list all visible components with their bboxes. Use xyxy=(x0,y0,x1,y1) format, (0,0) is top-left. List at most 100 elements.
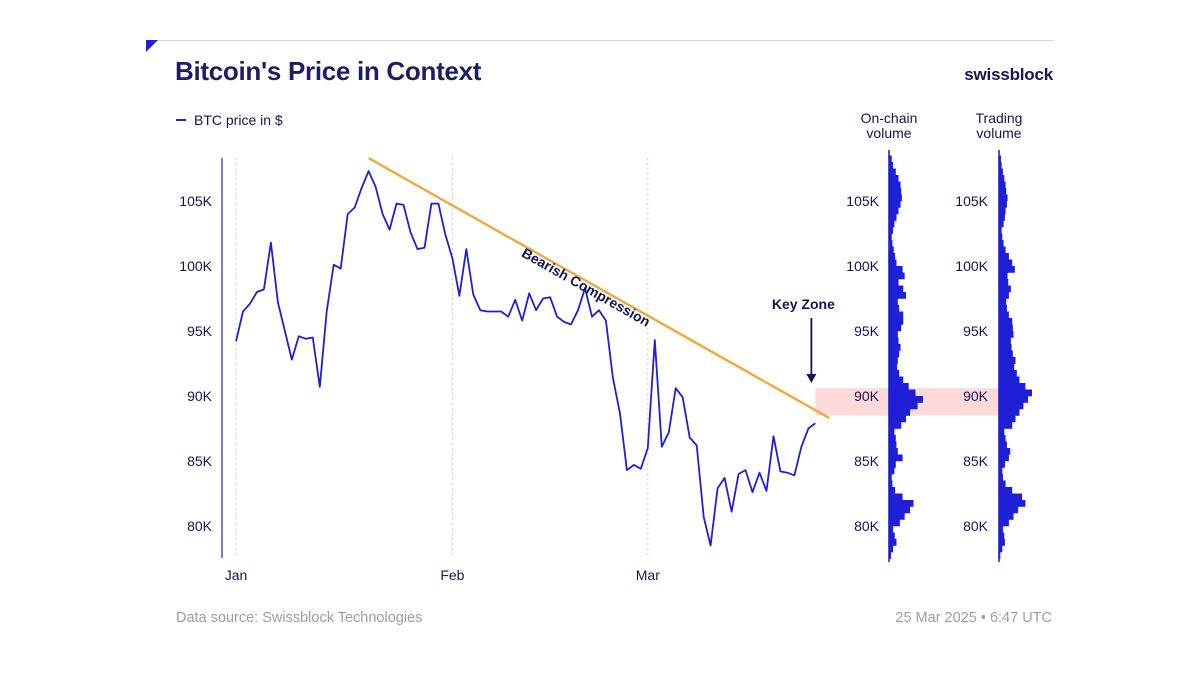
trading-volume-bar xyxy=(999,500,1026,507)
trading-y-tick-label: 90K xyxy=(963,388,989,404)
on-chain-volume-bar xyxy=(889,448,898,455)
on-chain-volume-bar xyxy=(889,552,892,559)
trading-volume-bar xyxy=(999,389,1032,397)
trading-volume-bar xyxy=(999,474,1003,481)
on-chain-volume-bar xyxy=(889,253,896,260)
trading-volume-bar xyxy=(999,513,1014,520)
trading-volume-bar xyxy=(999,383,1026,390)
on-chain-volume-bar xyxy=(889,513,905,520)
trading-volume-bar xyxy=(999,298,1007,306)
on-chain-volume-bar xyxy=(889,162,894,169)
top-rule xyxy=(146,40,1053,41)
on-chain-volume-bar xyxy=(889,363,898,371)
trading-volume-bar xyxy=(999,227,1002,234)
brand-logo: swissblock xyxy=(964,65,1053,84)
on-chain-volume-bar xyxy=(889,272,905,280)
on-chain-volume-bar xyxy=(889,259,897,267)
corner-mark-icon xyxy=(146,40,158,52)
trading-volume-bar xyxy=(999,506,1019,514)
on-chain-volume-bar xyxy=(889,409,911,416)
data-source-note: Data source: Swissblock Technologies xyxy=(176,610,423,626)
on-chain-volume-bar xyxy=(889,305,900,312)
on-chain-volume-bar xyxy=(889,220,895,228)
legend-swatch xyxy=(176,119,186,121)
on-chain-volume-bar xyxy=(889,474,892,481)
trading-volume-bar xyxy=(999,279,1009,286)
on-chain-volume-bar xyxy=(889,467,895,475)
trading-volume-bar xyxy=(999,448,1011,455)
on-chain-volume-bar xyxy=(889,331,898,338)
on-chain-volume-bar xyxy=(889,441,897,449)
trading-y-tick-label: 80K xyxy=(963,518,989,534)
trading-volume-bar xyxy=(999,337,1011,345)
trading-volume-bar xyxy=(999,233,1003,241)
on-chain-y-tick-label: 90K xyxy=(854,388,880,404)
on-chain-volume-bar xyxy=(889,214,897,221)
legend-label: BTC price in $ xyxy=(194,112,283,128)
on-chain-volume-bar xyxy=(889,357,898,364)
trading-volume-bar xyxy=(999,357,1016,364)
trading-volume-bar xyxy=(999,519,1009,527)
trading-volume-bar xyxy=(999,422,1013,429)
trading-volume-bar xyxy=(999,207,1006,215)
on-chain-volume-bar xyxy=(889,298,898,306)
trend-line xyxy=(368,157,830,420)
on-chain-y-tick-label: 100K xyxy=(846,258,879,274)
y-tick-label: 90K xyxy=(187,388,213,404)
on-chain-volume-bar xyxy=(889,435,896,442)
on-chain-volume-bar xyxy=(889,207,899,215)
trading-volume-bar xyxy=(999,409,1020,416)
trading-volume-bar xyxy=(999,396,1029,403)
trading-volume-bar xyxy=(999,415,1016,423)
on-chain-volume-bar xyxy=(889,532,895,540)
trading-heading-line: Trading xyxy=(976,110,1023,126)
on-chain-volume-bar xyxy=(889,487,896,494)
key-zone-label: Key Zone xyxy=(772,296,835,312)
timestamp: 25 Mar 2025 • 6:47 UTC xyxy=(895,610,1052,626)
trading-volume-bar xyxy=(999,487,1013,494)
on-chain-volume-bar xyxy=(889,376,904,384)
on-chain-volume-bar xyxy=(889,383,909,390)
trading-volume-bar xyxy=(999,272,1008,280)
trading-volume-bar xyxy=(999,324,1013,332)
trading-volume-bar xyxy=(999,311,1009,319)
on-chain-y-tick-label: 80K xyxy=(854,518,880,534)
trading-volume-bar xyxy=(999,214,1005,221)
trading-volume-bar xyxy=(999,526,1003,533)
on-chain-volume-bar xyxy=(889,201,901,208)
on-chain-volume-bar xyxy=(889,292,906,299)
x-tick-label: Feb xyxy=(440,567,464,583)
on-chain-volume-bar xyxy=(889,194,902,202)
trading-volume-bar xyxy=(999,168,1003,176)
chart-title: Bitcoin's Price in Context xyxy=(175,56,482,86)
on-chain-volume-bar xyxy=(889,396,923,403)
on-chain-volume-bar xyxy=(889,344,901,351)
trading-volume-bar xyxy=(999,376,1020,384)
trading-volume-bar xyxy=(999,253,1009,260)
on-chain-volume-bar xyxy=(889,526,894,533)
y-tick-label: 95K xyxy=(187,323,213,339)
on-chain-volume-bar xyxy=(889,337,899,345)
on-chain-volume-bar xyxy=(889,506,911,514)
y-tick-label: 85K xyxy=(187,453,213,469)
trading-volume-bar xyxy=(999,350,1013,358)
on-chain-volume-bar xyxy=(889,168,896,176)
on-chain-volume-bar xyxy=(889,500,914,507)
y-tick-label: 100K xyxy=(179,258,212,274)
on-chain-volume-bar xyxy=(889,188,902,195)
x-tick-label: Mar xyxy=(636,567,660,583)
trend-label: Bearish Compression xyxy=(519,245,653,330)
on-chain-volume-bar xyxy=(889,233,892,241)
trading-y-tick-label: 105K xyxy=(955,193,988,209)
trading-volume-bar xyxy=(999,435,1006,442)
on-chain-y-tick-label: 105K xyxy=(846,193,879,209)
on-chain-volume-bar xyxy=(889,285,904,293)
on-chain-volume-bar xyxy=(889,266,903,273)
trading-volume-bar xyxy=(999,454,1009,462)
on-chain-volume-bar xyxy=(889,389,916,397)
trading-volume-bar xyxy=(999,467,1003,475)
trading-heading-line: volume xyxy=(976,125,1021,141)
